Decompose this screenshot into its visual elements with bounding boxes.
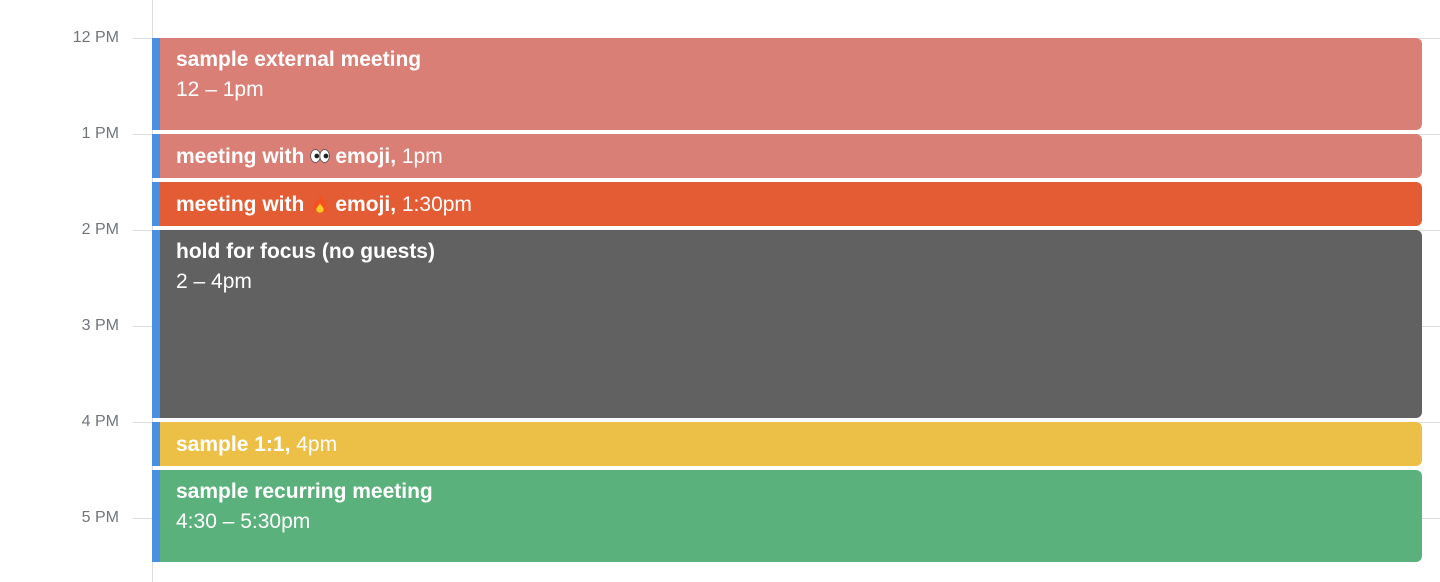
event-title: sample recurring meeting xyxy=(176,480,433,503)
fire-emoji-icon xyxy=(313,194,327,214)
hour-label-12pm: 12 PM xyxy=(72,29,119,46)
event-title: hold for focus (no guests) xyxy=(176,240,435,263)
event-title: sample 1:1 xyxy=(176,432,285,456)
event-title-suffix: emoji xyxy=(335,144,391,168)
event-time: 4pm xyxy=(296,432,338,456)
event-time: 1:30pm xyxy=(401,192,472,216)
event-title-prefix: meeting with xyxy=(176,192,305,216)
eyes-emoji-icon xyxy=(310,149,331,163)
event-title-suffix: emoji xyxy=(335,192,391,216)
event-meeting-with-eyes-emoji[interactable]: meeting with emoji, 1pm xyxy=(152,134,1422,178)
hour-label-4pm: 4 PM xyxy=(81,413,119,430)
event-sample-one-on-one[interactable]: sample 1:1, 4pm xyxy=(152,422,1422,466)
hour-label-1pm: 1 PM xyxy=(81,125,119,142)
event-time: 4:30 – 5:30pm xyxy=(176,510,311,533)
hour-label-5pm: 5 PM xyxy=(81,509,119,526)
hour-label-3pm: 3 PM xyxy=(81,317,119,334)
event-sample-recurring-meeting[interactable]: sample recurring meeting 4:30 – 5:30pm xyxy=(152,470,1422,562)
event-hold-for-focus[interactable]: hold for focus (no guests) 2 – 4pm xyxy=(152,230,1422,418)
event-time: 12 – 1pm xyxy=(176,78,264,101)
event-title-prefix: meeting with xyxy=(176,144,305,168)
event-time: 1pm xyxy=(401,144,443,168)
event-title: sample external meeting xyxy=(176,48,422,71)
event-meeting-with-fire-emoji[interactable]: meeting with emoji, 1:30pm xyxy=(152,182,1422,226)
event-sample-external-meeting[interactable]: sample external meeting 12 – 1pm xyxy=(152,38,1422,130)
event-time: 2 – 4pm xyxy=(176,270,252,293)
time-axis: 12 PM 1 PM 2 PM 3 PM 4 PM 5 PM xyxy=(0,0,153,582)
hour-label-2pm: 2 PM xyxy=(81,221,119,238)
